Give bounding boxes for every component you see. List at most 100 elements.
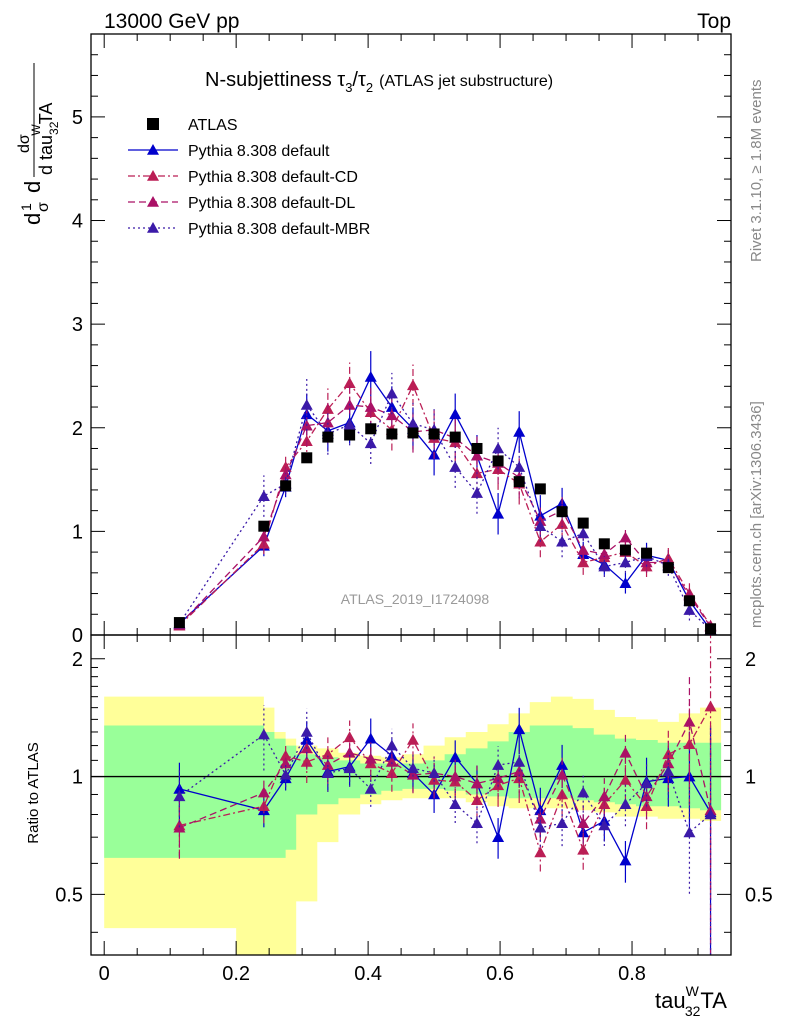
rivet-version-label: Rivet 3.1.10, ≥ 1.8M events [748, 80, 765, 263]
ratio-data-point [364, 782, 377, 794]
ratio-data-point [385, 739, 398, 751]
atlas-data-point [641, 547, 653, 559]
ratio-data-point [683, 770, 696, 782]
ratio-data-point [577, 843, 590, 855]
ratio-data-point [300, 755, 313, 767]
main-data-point [449, 408, 462, 420]
atlas-data-point [471, 442, 483, 454]
legend-marker [147, 170, 159, 181]
ratio-panel-ticks: 0.5 0.5 1 1 2 2 0 0.2 0.4 0.6 0.8 [55, 635, 773, 985]
ratio-band-green [104, 725, 722, 858]
main-y-tick-label: 4 [72, 211, 83, 233]
main-data-point [492, 507, 505, 519]
ratio-y-tick-label: 1 [72, 767, 83, 789]
legend-label: ATLAS [188, 117, 238, 134]
ratio-data-point [300, 725, 313, 737]
main-data-point [257, 530, 270, 542]
ratio-data-point [662, 765, 675, 777]
ratio-y-tick-label-right: 1 [745, 767, 756, 789]
ratio-data-point [300, 734, 313, 745]
ratio-data-point [428, 767, 441, 779]
svg-text:σ: σ [35, 202, 52, 212]
ratio-data-point [492, 759, 505, 770]
main-data-point [598, 548, 611, 559]
ratio-data-point [406, 768, 419, 780]
legend: ATLAS Pythia 8.308 default Pythia 8.308 de… [128, 117, 370, 238]
ratio-data-point [556, 768, 569, 780]
ratio-data-point [449, 751, 462, 763]
ratio-data-point [257, 786, 270, 798]
main-data-point [577, 544, 590, 555]
main-y-axis-label: d 1 σ d dσ d tau32WTA [16, 63, 61, 225]
atlas-data-point [344, 429, 356, 441]
atlas-data-point [258, 520, 270, 532]
x-axis-label: tauW 32TA [655, 983, 727, 1019]
main-data-point [470, 449, 483, 461]
main-data-point [683, 604, 696, 615]
ratio-data-point [364, 732, 377, 744]
ratio-data-point [321, 767, 334, 779]
main-data-point [385, 401, 398, 412]
x-tick-label: 0.4 [354, 963, 382, 985]
ratio-data-point [279, 757, 292, 769]
main-data-point [364, 370, 377, 382]
ratio-data-point [279, 749, 292, 761]
ratio-series-line [179, 719, 712, 829]
main-y-tick-label: 5 [72, 107, 83, 129]
ratio-data-point [619, 746, 632, 758]
atlas-data-point [449, 431, 461, 443]
legend-marker [147, 118, 159, 130]
ratio-data-point [513, 723, 526, 735]
main-data-point [619, 556, 632, 568]
ratio-data-point [492, 772, 505, 784]
x-tick-label: 0 [99, 963, 110, 985]
svg-text:d: d [20, 213, 45, 225]
ratio-data-point [449, 798, 462, 809]
main-data-point [406, 417, 419, 429]
legend-entry: Pythia 8.308 default [128, 143, 330, 160]
ratio-data-point [257, 728, 270, 740]
atlas-data-point [683, 595, 695, 607]
ratio-data-point [534, 821, 547, 833]
ratio-data-point [556, 817, 569, 829]
ratio-data-point [343, 746, 356, 758]
main-data-point [321, 416, 334, 428]
svg-text:dσ: dσ [16, 134, 33, 153]
main-data-point [492, 442, 505, 454]
ratio-data-point [704, 808, 717, 820]
ratio-y-tick-label: 2 [72, 649, 83, 671]
atlas-data-point [619, 544, 631, 556]
legend-label: Pythia 8.308 default-MBR [188, 221, 370, 238]
ratio-panel-frame [90, 634, 732, 956]
atlas-data-point [407, 427, 419, 439]
ratio-data-point [364, 752, 377, 764]
atlas-data-point [534, 483, 546, 495]
main-data-point [619, 531, 632, 543]
x-tick-label: 0.6 [486, 963, 514, 985]
main-panel-series [173, 351, 717, 635]
main-data-point [449, 461, 462, 472]
legend-entry: Pythia 8.308 default-DL [128, 195, 355, 212]
ratio-data-point [534, 812, 547, 824]
ratio-y-tick-label: 0.5 [55, 884, 83, 906]
ratio-data-point [470, 777, 483, 789]
main-data-point [279, 461, 292, 472]
legend-entry: Pythia 8.308 default-MBR [128, 221, 370, 238]
ratio-data-point [619, 798, 632, 809]
main-data-point [300, 398, 313, 410]
atlas-data-point [492, 455, 504, 467]
atlas-data-point [577, 517, 589, 529]
main-data-point [364, 437, 377, 449]
svg-text:1: 1 [18, 203, 34, 211]
main-y-tick-label: 1 [72, 521, 83, 543]
ratio-data-point [406, 734, 419, 745]
ratio-data-point [173, 782, 186, 794]
main-data-point [343, 377, 356, 389]
main-data-point [300, 408, 313, 420]
main-data-point [364, 401, 377, 412]
legend-marker [147, 222, 159, 233]
atlas-data-point [280, 480, 292, 492]
main-panel-ticks: 0 1 2 3 4 5 [72, 34, 731, 647]
main-data-point [343, 418, 356, 430]
